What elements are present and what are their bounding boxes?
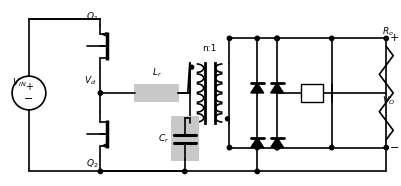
- Text: $V_O$: $V_O$: [381, 95, 394, 107]
- FancyBboxPatch shape: [170, 116, 198, 161]
- Circle shape: [254, 169, 259, 174]
- Text: +: +: [389, 33, 399, 43]
- Circle shape: [254, 145, 259, 150]
- Circle shape: [329, 145, 333, 150]
- Bar: [300, 84, 322, 102]
- FancyBboxPatch shape: [134, 84, 178, 102]
- Circle shape: [227, 36, 231, 41]
- Circle shape: [254, 36, 259, 41]
- Circle shape: [383, 36, 387, 41]
- Text: $V_{IN}$: $V_{IN}$: [12, 77, 27, 89]
- Text: $C_r$: $C_r$: [157, 132, 168, 145]
- Circle shape: [98, 169, 102, 174]
- Circle shape: [227, 145, 231, 150]
- Circle shape: [98, 91, 102, 95]
- Text: $Q_2$: $Q_2$: [86, 157, 99, 170]
- Polygon shape: [270, 138, 283, 147]
- Circle shape: [189, 65, 193, 69]
- Polygon shape: [250, 83, 263, 93]
- Circle shape: [274, 36, 279, 41]
- Text: +: +: [25, 82, 33, 92]
- Circle shape: [329, 36, 333, 41]
- Text: $R_o$: $R_o$: [381, 26, 393, 39]
- Circle shape: [225, 117, 229, 121]
- Polygon shape: [270, 83, 283, 93]
- Circle shape: [182, 169, 186, 174]
- Text: n:1: n:1: [202, 44, 216, 53]
- Text: $L_r$: $L_r$: [151, 67, 161, 79]
- Polygon shape: [250, 138, 263, 147]
- Text: $V_d$: $V_d$: [84, 75, 96, 87]
- Text: −: −: [24, 94, 34, 104]
- Circle shape: [274, 145, 279, 150]
- Circle shape: [274, 36, 279, 41]
- Circle shape: [383, 145, 387, 150]
- Text: −: −: [389, 143, 399, 153]
- Text: $Q_1$: $Q_1$: [86, 10, 99, 23]
- Circle shape: [274, 145, 279, 150]
